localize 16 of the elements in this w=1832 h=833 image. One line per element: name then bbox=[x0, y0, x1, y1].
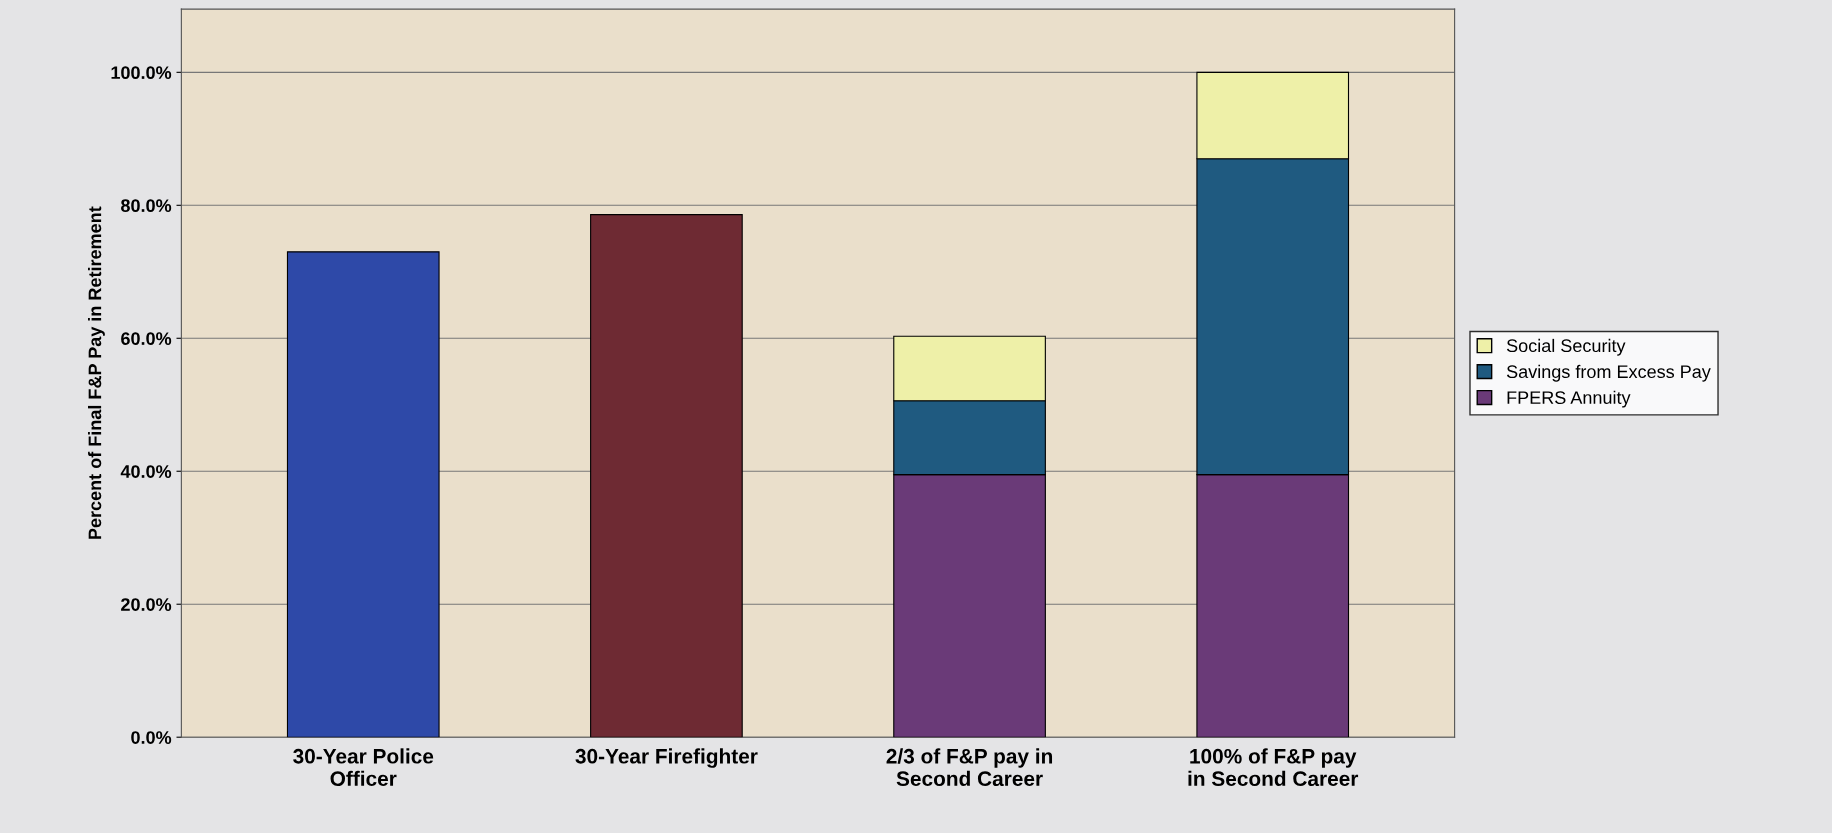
y-tick-label: 60.0% bbox=[121, 332, 172, 345]
legend-label: Savings from Excess Pay bbox=[1506, 364, 1711, 382]
x-tick-label: 100% of F&P pay in Second Career bbox=[1188, 748, 1359, 787]
legend-label: FPERS Annuity bbox=[1507, 390, 1631, 408]
y-tick-label: 80.0% bbox=[121, 199, 172, 213]
y-tick-label: 0.0% bbox=[131, 731, 172, 744]
y-tick-label: 40.0% bbox=[120, 465, 172, 478]
x-tick-label: 30-Year Firefighter bbox=[575, 748, 758, 768]
bar bbox=[590, 214, 743, 738]
y-tick-label: 100.0% bbox=[111, 66, 172, 80]
bar bbox=[286, 251, 440, 738]
x-tick-label: 30-Year Police Officer bbox=[293, 748, 434, 787]
y-tick-label: 20.0% bbox=[121, 598, 172, 611]
legend-label: Social Security bbox=[1506, 338, 1626, 356]
x-tick-label: 2/3 of F&P pay in Second Career bbox=[886, 748, 1053, 787]
y-axis-title: Percent of Final F&P Pay in Retirement bbox=[88, 206, 105, 539]
